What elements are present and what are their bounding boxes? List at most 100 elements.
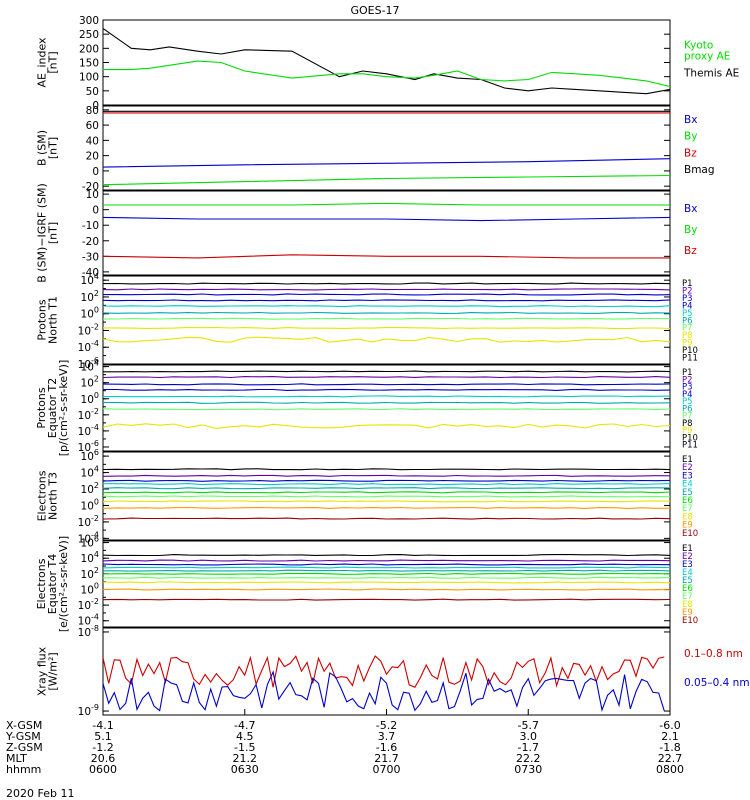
orbit-value: 0700 <box>373 763 401 776</box>
legend-entry: Bz <box>684 245 697 257</box>
series-e1 <box>103 554 670 557</box>
series-p7 <box>103 408 670 411</box>
y-tick-label: 100 <box>81 581 99 596</box>
orbit-value: 22.2 <box>516 752 541 765</box>
legend-entry: P5 <box>682 309 693 319</box>
series-0-1-0-8-nm <box>103 655 665 689</box>
y-tick-label-exp: -2 <box>91 322 99 331</box>
legend-entry: E4 <box>682 480 693 490</box>
y-tick-label: 200 <box>79 43 99 55</box>
y-tick-label: 50 <box>86 86 99 98</box>
series-p3 <box>103 383 670 386</box>
series-p5 <box>103 305 670 308</box>
legend-entry: 0.05–0.4 nm <box>684 677 750 689</box>
series-by <box>103 174 670 186</box>
orbit-value: 2.1 <box>661 730 679 743</box>
legend-entry: proxy AE <box>684 50 730 62</box>
orbit-row-label: Z-GSM <box>6 741 43 754</box>
orbit-row-label: Y-GSM <box>5 730 41 743</box>
y-tick-label-exp: 2 <box>94 289 99 298</box>
orbit-value: -1.7 <box>518 741 539 754</box>
series-e5 <box>103 569 670 572</box>
y-tick-label: 100 <box>81 306 99 321</box>
series-p2 <box>103 288 670 291</box>
panel-plot-area <box>103 468 670 520</box>
panel-8: 10-8 10-9 Xray flux[W/m²] 0.1–0.8 nm 0.05–0.… <box>36 624 750 718</box>
series-by <box>103 202 670 206</box>
panel-plot-area <box>103 554 670 601</box>
y-tick-label: 100 <box>81 497 99 512</box>
series-e4 <box>103 566 670 569</box>
orbit-value: 4.5 <box>236 730 254 743</box>
y-axis-title: [p/(cm²-s-sr-keV)] <box>57 360 70 457</box>
orbit-value: 0730 <box>514 763 542 776</box>
orbit-value: -1.2 <box>92 741 113 754</box>
legend-entry: P3 <box>682 383 693 393</box>
y-tick-label: 102 <box>81 289 99 304</box>
legend-entry: By <box>684 224 697 236</box>
panel-plot-area <box>103 110 670 186</box>
y-axis-title: B (SM)−IGRF (SM) <box>36 183 49 283</box>
legend-entry: E9 <box>682 521 693 531</box>
y-tick-label: 104 <box>81 359 99 374</box>
panels: 300250200150100500AE_index[nT]Kyotoproxy… <box>35 15 750 718</box>
orbit-value: 21.7 <box>374 752 399 765</box>
y-tick-label-exp: 4 <box>94 465 99 474</box>
y-tick-label-exp: -6 <box>91 356 99 365</box>
y-tick-label: 10-8 <box>78 624 99 639</box>
y-tick-label: -20 <box>82 236 99 248</box>
orbit-row-label: MLT <box>6 752 27 765</box>
y-tick-label: 104 <box>81 465 99 480</box>
series-p4 <box>103 299 670 302</box>
series-e3 <box>103 479 670 482</box>
legend-entry: E8 <box>682 600 693 610</box>
y-tick-label-exp: -8 <box>91 624 99 633</box>
panel-plot-area <box>103 28 670 95</box>
legend-entry: E4 <box>682 568 693 578</box>
y-axis-title: [nT] <box>47 222 60 244</box>
panel-3: 100-10-20-30-40B (SM)−IGRF (SM)[nT]BxByB… <box>36 183 698 283</box>
y-axis-title: [nT] <box>47 51 60 73</box>
series-e10 <box>103 598 670 601</box>
y-tick-label-exp: 4 <box>94 272 99 281</box>
orbit-value: -1.6 <box>376 741 397 754</box>
y-tick-label: 40 <box>86 135 99 147</box>
orbit-value: 3.7 <box>378 730 396 743</box>
legend-entry: P2 <box>682 375 693 385</box>
legend-entry: E5 <box>682 576 693 586</box>
panel-plot-area <box>103 202 670 259</box>
y-tick-label-exp: -9 <box>91 703 99 712</box>
legend: Bx By Bz <box>684 203 697 257</box>
y-tick-label: 102 <box>81 566 99 581</box>
orbit-row-label: X-GSM <box>6 719 42 732</box>
legend-entry: E6 <box>682 584 693 594</box>
y-tick-label: 100 <box>79 72 99 84</box>
y-tick-label: 0 <box>92 205 99 217</box>
legend: 0.1–0.8 nm 0.05–0.4 nm <box>684 648 750 689</box>
legend-entry: E10 <box>682 529 698 539</box>
y-tick-label: 80 <box>86 105 99 117</box>
panel-plot-area <box>103 282 670 343</box>
y-axis-title: Protons <box>35 387 48 428</box>
y-axis-title: [W/m²] <box>47 652 60 690</box>
series-p1 <box>103 370 670 373</box>
series-p2 <box>103 376 670 379</box>
series-bx <box>103 158 670 168</box>
y-axis-title: North T3 <box>47 472 60 520</box>
y-tick-label: 10-2 <box>78 407 99 422</box>
legend-entry: Themis AE <box>683 68 739 80</box>
y-tick-label: 0 <box>92 166 99 178</box>
y-axis-title: B (SM) <box>36 130 49 166</box>
y-tick-label-exp: -2 <box>91 514 99 523</box>
y-tick-label: 106 <box>81 448 99 463</box>
y-tick-label-exp: -2 <box>91 597 99 606</box>
series-p1 <box>103 282 670 285</box>
orbit-value: 3.0 <box>520 730 538 743</box>
y-tick-label-exp: 0 <box>94 391 99 400</box>
legend-entry: P3 <box>682 294 693 304</box>
y-tick-label-exp: -6 <box>91 439 99 448</box>
legend-entry: E1 <box>682 544 693 554</box>
legend-entry: P5 <box>682 397 693 407</box>
